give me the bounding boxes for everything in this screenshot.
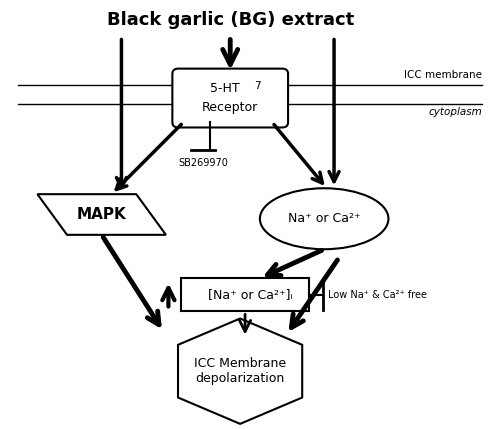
Text: Black garlic (BG) extract: Black garlic (BG) extract [106,11,354,29]
FancyBboxPatch shape [181,278,310,311]
Text: ICC membrane: ICC membrane [404,70,482,80]
Polygon shape [178,318,302,424]
Ellipse shape [260,188,388,249]
Text: SB269970: SB269970 [178,157,228,168]
Text: MAPK: MAPK [77,207,126,222]
Text: ICC Membrane
depolarization: ICC Membrane depolarization [194,357,286,385]
Polygon shape [38,194,166,235]
Text: [Na⁺ or Ca²⁺]ᵢ: [Na⁺ or Ca²⁺]ᵢ [208,288,292,302]
Text: Na⁺ or Ca²⁺: Na⁺ or Ca²⁺ [288,212,360,225]
Text: cytoplasm: cytoplasm [428,106,482,117]
Text: Receptor: Receptor [202,101,258,114]
Text: Low Na⁺ & Ca²⁺ free: Low Na⁺ & Ca²⁺ free [328,290,427,300]
Text: 5-HT: 5-HT [210,82,240,95]
FancyBboxPatch shape [172,69,288,127]
Text: 7: 7 [254,81,260,91]
